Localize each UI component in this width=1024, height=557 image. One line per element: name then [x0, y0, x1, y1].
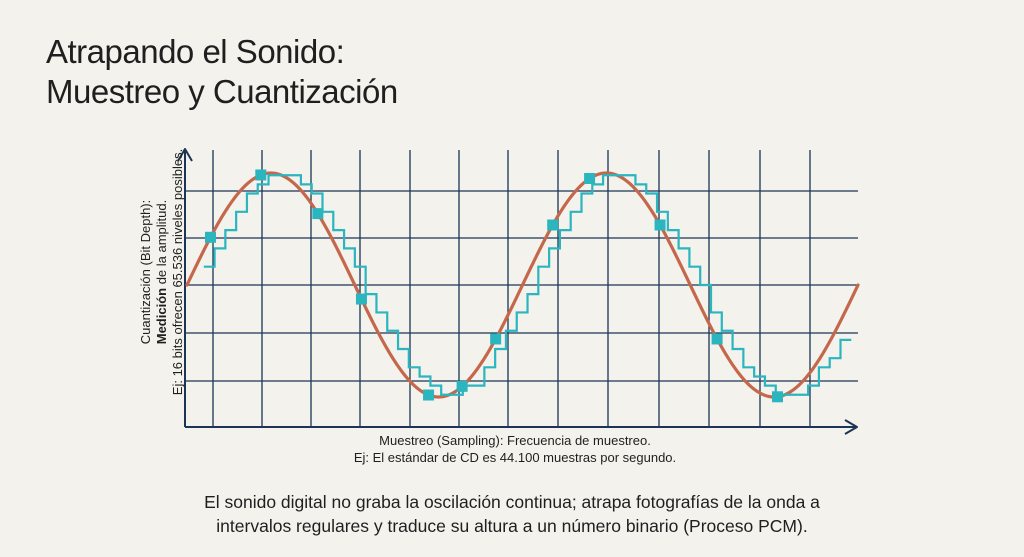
quantized-signal: [203, 174, 852, 396]
sample-point: [711, 333, 723, 345]
sample-point: [355, 293, 367, 305]
axes: [177, 148, 858, 435]
grid: [185, 150, 858, 427]
analog-wave: [185, 171, 860, 399]
sample-point: [255, 169, 267, 181]
y-axis-label-bold: Medición: [154, 287, 169, 345]
title-line-1: Atrapando el Sonido:: [46, 33, 345, 70]
caption-line-2: intervalos regulares y traduce su altura…: [216, 516, 808, 536]
sample-point: [204, 231, 216, 243]
sample-point: [584, 172, 596, 184]
sample-points: [204, 169, 783, 403]
y-axis-label-line-1: Cuantización (Bit Depth):: [138, 199, 153, 345]
sample-point: [771, 391, 783, 403]
caption: El sonido digital no graba la oscilación…: [140, 490, 884, 538]
x-axis-arrow-icon: [844, 419, 858, 435]
y-axis-label-line-3: Ej: 16 bits ofrecen 65.536 niveles posib…: [170, 148, 185, 396]
caption-line-1: El sonido digital no graba la oscilación…: [204, 492, 820, 512]
sample-point: [312, 208, 324, 220]
y-axis-arrow-icon: [177, 148, 193, 162]
sample-point: [423, 389, 435, 401]
y-axis-label-line-2-rest: de la amplitud.: [154, 199, 169, 288]
y-axis-label-line-2: Medición de la amplitud.: [154, 149, 170, 395]
sample-point: [490, 333, 502, 345]
sample-point: [456, 380, 468, 392]
sample-point: [654, 219, 666, 231]
x-axis-label-line-2: Ej: El estándar de CD es 44.100 muestras…: [353, 450, 677, 465]
title-line-2: Muestreo y Cuantización: [46, 73, 398, 110]
page-title: Atrapando el Sonido: Muestreo y Cuantiza…: [46, 32, 398, 112]
sample-point: [547, 219, 559, 231]
x-axis-label-line-1: Muestreo (Sampling): Frecuencia de muest…: [379, 433, 651, 448]
x-axis-label: Muestreo (Sampling): Frecuencia de muest…: [330, 432, 700, 466]
